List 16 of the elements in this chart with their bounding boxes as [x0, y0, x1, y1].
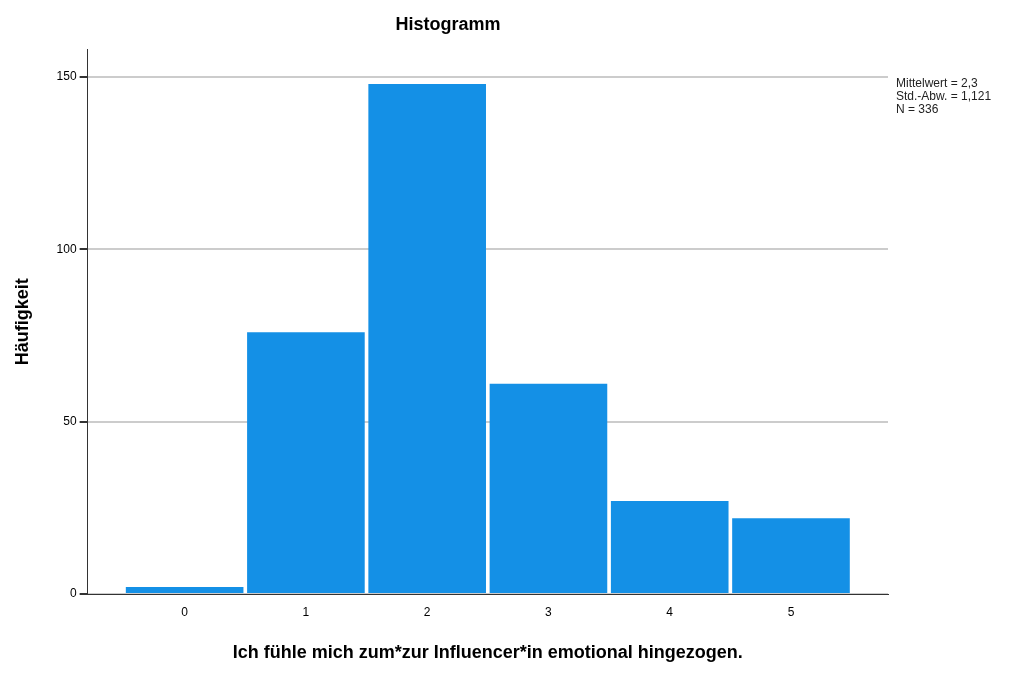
x-axis-title: Ich fühle mich zum*zur Influencer*in emotional hingezogen. [232, 642, 743, 663]
x-tick-label: 2 [423, 604, 431, 619]
y-tick-label: 50 [63, 414, 77, 429]
text: Std.-Abw. = 1,121 [896, 88, 992, 103]
chart-title: Histogramm [395, 13, 501, 34]
y-axis-title: Häufigkeit [11, 278, 32, 366]
x-tick-label: 4 [666, 604, 674, 619]
y-tick-label: 150 [56, 69, 77, 84]
text: Mittelwert = 2,3 [896, 75, 979, 90]
x-tick-label: 0 [181, 604, 189, 619]
x-tick-label: 1 [302, 604, 310, 619]
x-tick-label: 3 [545, 604, 553, 619]
y-tick-label: 0 [69, 586, 77, 601]
x-tick-label: 5 [787, 604, 795, 619]
text: N = 336 [896, 101, 939, 116]
y-tick-label: 100 [56, 241, 77, 256]
